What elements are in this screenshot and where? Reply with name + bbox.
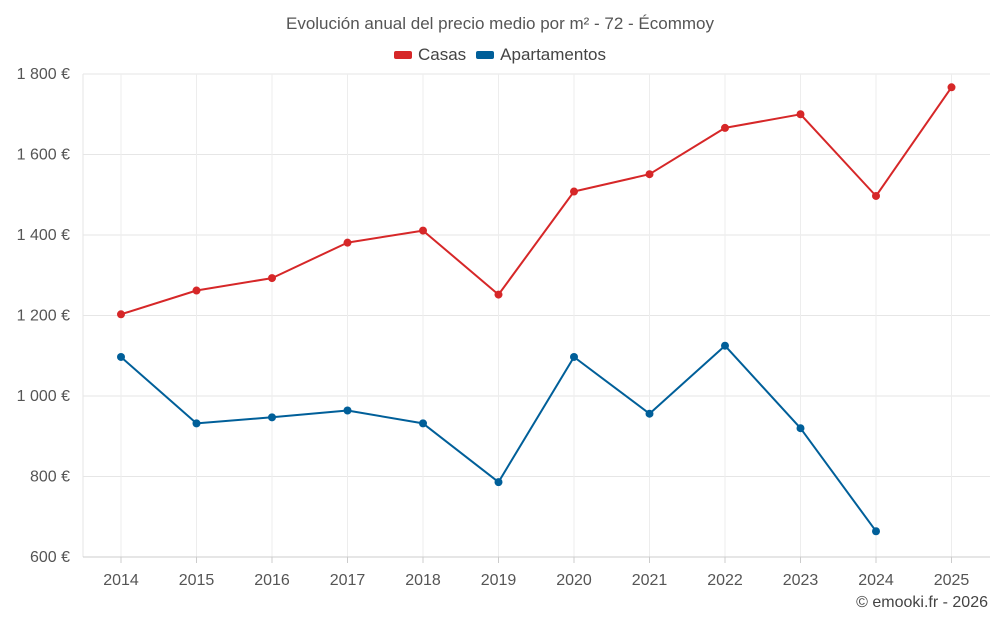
y-tick-label-1400: 1 400 € bbox=[17, 227, 70, 244]
legend-label-casas: Casas bbox=[417, 45, 467, 64]
data-point-casas-2019 bbox=[494, 290, 503, 299]
x-tick-label-2017: 2017 bbox=[330, 572, 366, 589]
data-point-casas-2024 bbox=[872, 191, 880, 200]
data-point-apartamentos-2023 bbox=[796, 424, 805, 433]
data-point-apartamentos-2017 bbox=[343, 406, 352, 415]
data-point-apartamentos-2022 bbox=[721, 341, 729, 350]
data-point-apartamentos-2014 bbox=[117, 352, 125, 361]
x-tick-label-2024: 2024 bbox=[858, 572, 894, 589]
y-tick-label-800: 800 € bbox=[30, 469, 70, 486]
x-tick-label-2018: 2018 bbox=[405, 572, 441, 589]
x-tick-label-2021: 2021 bbox=[632, 572, 668, 589]
x-tick-label-2025: 2025 bbox=[934, 572, 970, 589]
data-point-casas-2014 bbox=[117, 310, 125, 319]
data-point-casas-2022 bbox=[721, 123, 729, 132]
data-point-casas-2021 bbox=[645, 170, 654, 179]
legend: Casas Apartamentos bbox=[0, 45, 1000, 65]
data-point-casas-2020 bbox=[570, 187, 578, 196]
x-tick-label-2023: 2023 bbox=[783, 572, 819, 589]
data-point-apartamentos-2016 bbox=[268, 413, 276, 422]
legend-swatch-apartamentos bbox=[476, 51, 495, 59]
x-tick-label-2016: 2016 bbox=[254, 572, 290, 589]
data-point-apartamentos-2020 bbox=[570, 352, 578, 361]
x-tick-label-2020: 2020 bbox=[556, 572, 592, 589]
data-point-apartamentos-2019 bbox=[494, 478, 503, 487]
data-point-apartamentos-2024 bbox=[872, 527, 880, 536]
legend-item-apartamentos[interactable]: Apartamentos bbox=[476, 45, 606, 65]
y-tick-label-1000: 1 000 € bbox=[17, 388, 70, 405]
data-point-casas-2025 bbox=[947, 83, 956, 92]
y-tick-label-1800: 1 800 € bbox=[17, 66, 70, 83]
y-tick-label-1200: 1 200 € bbox=[17, 308, 70, 325]
data-point-apartamentos-2021 bbox=[645, 409, 654, 418]
legend-item-casas[interactable]: Casas bbox=[393, 45, 467, 65]
data-point-casas-2017 bbox=[343, 238, 352, 247]
data-point-casas-2015 bbox=[192, 286, 201, 295]
x-tick-label-2019: 2019 bbox=[481, 572, 517, 589]
x-tick-label-2015: 2015 bbox=[179, 572, 215, 589]
legend-label-apartamentos: Apartamentos bbox=[500, 45, 607, 64]
y-tick-label-1600: 1 600 € bbox=[17, 147, 70, 164]
data-point-apartamentos-2018 bbox=[419, 419, 427, 428]
chart-title: Evolución anual del precio medio por m² … bbox=[285, 14, 715, 33]
data-point-apartamentos-2015 bbox=[192, 419, 201, 428]
data-point-casas-2016 bbox=[268, 274, 276, 283]
data-point-casas-2018 bbox=[419, 226, 427, 235]
series-line-casas bbox=[120, 86, 953, 316]
x-tick-label-2022: 2022 bbox=[707, 572, 743, 589]
legend-swatch-casas bbox=[393, 51, 412, 59]
copyright-credit: © emooki.fr - 2026 bbox=[856, 594, 988, 611]
y-tick-label-600: 600 € bbox=[30, 549, 70, 566]
data-point-casas-2023 bbox=[796, 110, 805, 119]
x-tick-label-2014: 2014 bbox=[103, 572, 139, 589]
